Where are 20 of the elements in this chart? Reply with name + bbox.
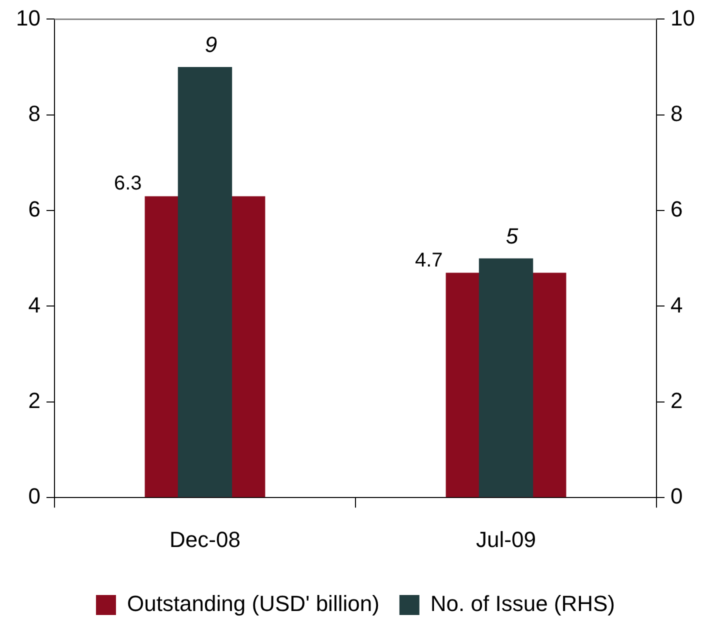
y2-tick-label: 8: [670, 100, 683, 126]
y-tick-label: 2: [28, 388, 40, 413]
y2-tick-label: 2: [670, 388, 683, 413]
y-tick-label: 4: [28, 292, 40, 318]
y-tick-label: 6: [28, 196, 40, 222]
y-tick-label: 10: [16, 5, 40, 30]
data-label: 9: [204, 32, 218, 58]
y-tick-label: 0: [28, 484, 40, 509]
y2-tick-label: 4: [670, 292, 683, 318]
y-tick-label: 8: [28, 100, 40, 126]
data-label: 5: [506, 224, 519, 249]
legend-label: No. of Issue (RHS): [430, 591, 616, 616]
x-tick-label: Jul-09: [476, 526, 536, 552]
legend-label: Outstanding (USD' billion): [126, 591, 380, 616]
y2-tick-label: 10: [670, 5, 696, 30]
data-label: 4.7: [414, 249, 443, 272]
data-label: 6.3: [114, 172, 142, 195]
x-tick-label: Dec-08: [170, 526, 240, 552]
y2-tick-label: 0: [670, 484, 683, 509]
y2-tick-label: 6: [670, 196, 683, 222]
